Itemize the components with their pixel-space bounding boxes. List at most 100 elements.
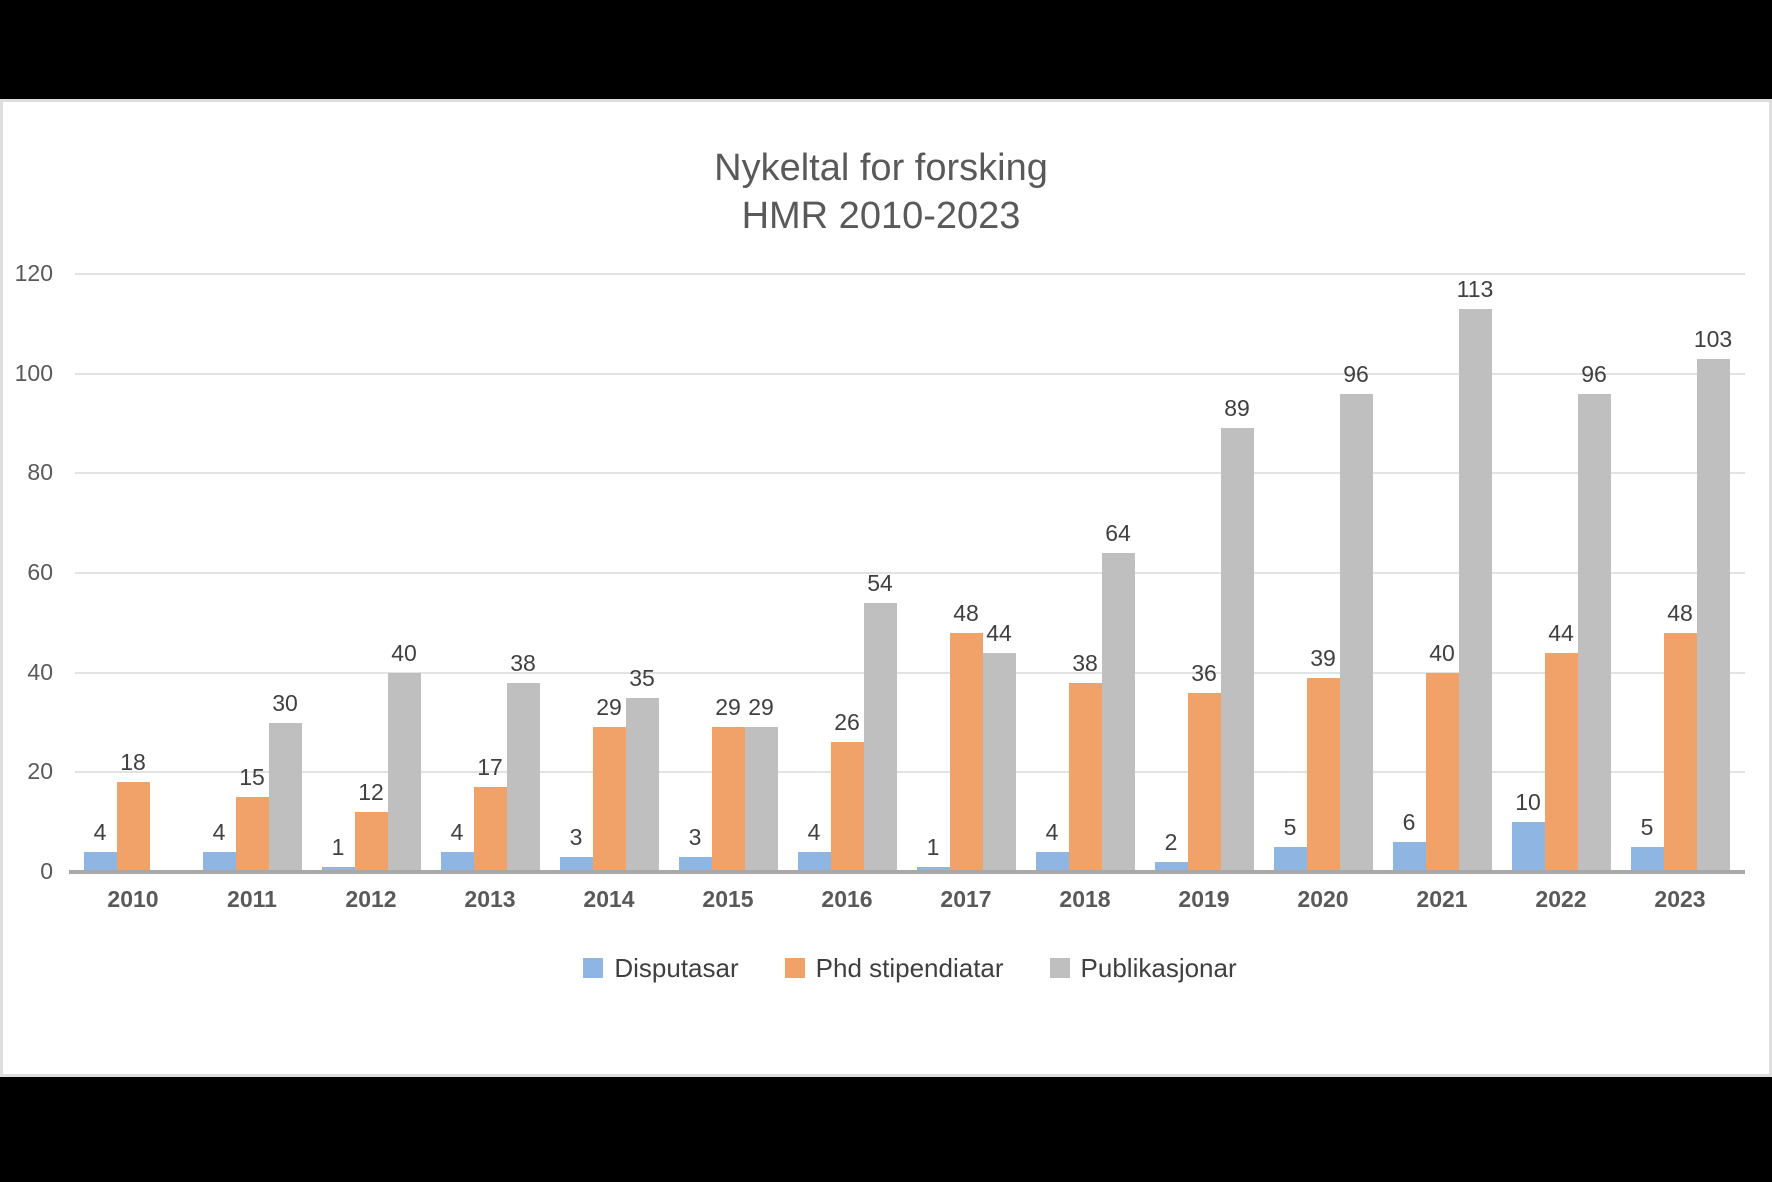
bar-phd-stipendiatar-2012 <box>354 812 388 872</box>
bar-publikasjonar-2016 <box>863 602 897 872</box>
legend-marker-icon <box>784 958 805 978</box>
value-label-phd-stipendiatar-2010: 18 <box>120 749 146 776</box>
value-label-disputasar-2021: 6 <box>1402 809 1416 836</box>
legend-marker-icon <box>1049 958 1070 978</box>
y-tick-20: 20 <box>27 758 53 785</box>
value-label-disputasar-2022: 10 <box>1515 789 1541 816</box>
bar-publikasjonar-2018 <box>1101 553 1135 872</box>
bar-disputasar-2010 <box>83 852 117 872</box>
value-label-phd-stipendiatar-2018: 38 <box>1072 649 1098 676</box>
bar-publikasjonar-2012 <box>387 672 421 872</box>
gridline-80 <box>75 472 1745 475</box>
value-label-publikasjonar-2011: 30 <box>272 689 298 716</box>
bar-publikasjonar-2015 <box>744 727 778 872</box>
y-tick-0: 0 <box>40 858 53 884</box>
x-label-2010: 2010 <box>107 886 159 912</box>
bar-disputasar-2016 <box>797 852 831 872</box>
value-label-disputasar-2019: 2 <box>1164 829 1178 856</box>
legend-label: Phd stipendiatar <box>815 952 1004 983</box>
chart-title: Nykeltal for forsking HMR 2010-2023 <box>714 144 1048 240</box>
x-label-2023: 2023 <box>1654 886 1706 912</box>
bar-phd-stipendiatar-2014 <box>592 727 626 872</box>
bar-disputasar-2013 <box>440 852 474 872</box>
x-label-2011: 2011 <box>227 886 277 912</box>
x-label-2012: 2012 <box>345 886 397 912</box>
value-label-publikasjonar-2014: 35 <box>629 664 655 691</box>
bar-phd-stipendiatar-2019 <box>1187 692 1221 872</box>
value-label-publikasjonar-2019: 89 <box>1224 395 1250 422</box>
legend: Disputasar Phd stipendiatar Publikasjonar <box>75 950 1745 986</box>
x-label-2014: 2014 <box>583 886 635 912</box>
x-label-2018: 2018 <box>1059 886 1111 912</box>
value-label-disputasar-2018: 4 <box>1045 819 1059 846</box>
bar-disputasar-2022 <box>1511 822 1545 872</box>
y-tick-100: 100 <box>14 359 53 386</box>
value-label-publikasjonar-2020: 96 <box>1343 360 1369 387</box>
bar-publikasjonar-2019 <box>1220 428 1254 872</box>
legend-item-phd-stipendiatar: Phd stipendiatar <box>784 952 1004 984</box>
bar-publikasjonar-2020 <box>1339 393 1373 872</box>
value-label-disputasar-2014: 3 <box>569 824 583 851</box>
value-label-disputasar-2016: 4 <box>807 819 821 846</box>
x-label-2015: 2015 <box>702 886 754 912</box>
value-label-publikasjonar-2017: 44 <box>986 619 1012 646</box>
y-tick-120: 120 <box>14 260 53 286</box>
value-label-phd-stipendiatar-2021: 40 <box>1429 639 1455 666</box>
bar-disputasar-2020 <box>1273 847 1307 872</box>
bar-phd-stipendiatar-2013 <box>473 787 507 872</box>
x-label-2022: 2022 <box>1535 886 1587 912</box>
value-label-disputasar-2011: 4 <box>212 819 226 846</box>
value-label-phd-stipendiatar-2023: 48 <box>1667 599 1693 626</box>
value-label-disputasar-2020: 5 <box>1283 814 1297 841</box>
value-label-phd-stipendiatar-2013: 17 <box>477 754 503 781</box>
chart-title-line2: HMR 2010-2023 <box>741 195 1021 237</box>
value-label-disputasar-2013: 4 <box>450 819 464 846</box>
bar-disputasar-2019 <box>1154 862 1188 872</box>
bar-disputasar-2017 <box>916 867 950 872</box>
bar-disputasar-2023 <box>1630 847 1664 872</box>
gridline-20 <box>75 771 1745 774</box>
bar-disputasar-2018 <box>1035 852 1069 872</box>
value-label-publikasjonar-2018: 64 <box>1105 520 1131 547</box>
x-axis-line <box>69 870 1745 874</box>
value-label-phd-stipendiatar-2011: 15 <box>239 764 265 791</box>
bar-publikasjonar-2021 <box>1458 308 1492 872</box>
bar-phd-stipendiatar-2022 <box>1544 652 1578 872</box>
gridline-40 <box>75 671 1745 674</box>
bar-disputasar-2021 <box>1392 842 1426 872</box>
gridline-120 <box>75 273 1745 275</box>
value-label-publikasjonar-2016: 54 <box>867 569 893 596</box>
bar-phd-stipendiatar-2015 <box>711 727 745 872</box>
legend-label: Disputasar <box>614 952 739 983</box>
gridline-60 <box>75 572 1745 574</box>
bar-publikasjonar-2013 <box>506 682 540 872</box>
value-label-disputasar-2012: 1 <box>331 834 345 861</box>
x-label-2013: 2013 <box>464 886 516 912</box>
bar-publikasjonar-2023 <box>1696 358 1730 872</box>
value-label-disputasar-2017: 1 <box>926 834 940 861</box>
bar-disputasar-2015 <box>678 857 712 872</box>
legend-item-publikasjonar: Publikasjonar <box>1049 952 1237 984</box>
bar-disputasar-2014 <box>559 857 593 872</box>
bar-phd-stipendiatar-2011 <box>235 797 269 872</box>
value-label-phd-stipendiatar-2020: 39 <box>1310 644 1336 671</box>
value-label-publikasjonar-2023: 103 <box>1693 325 1733 352</box>
legend-label: Publikasjonar <box>1080 952 1237 983</box>
y-tick-80: 80 <box>27 459 53 486</box>
value-label-phd-stipendiatar-2012: 12 <box>358 779 384 806</box>
x-label-2017: 2017 <box>940 886 992 912</box>
bar-publikasjonar-2011 <box>268 722 302 872</box>
bar-phd-stipendiatar-2017 <box>949 632 983 872</box>
value-label-disputasar-2023: 5 <box>1640 814 1654 841</box>
bar-phd-stipendiatar-2018 <box>1068 682 1102 872</box>
value-label-phd-stipendiatar-2015: 29 <box>715 694 741 721</box>
bar-phd-stipendiatar-2010 <box>116 782 150 872</box>
bar-publikasjonar-2017 <box>982 652 1016 872</box>
bar-phd-stipendiatar-2021 <box>1425 672 1459 872</box>
value-label-disputasar-2015: 3 <box>688 824 702 851</box>
value-label-publikasjonar-2012: 40 <box>391 639 417 666</box>
legend-item-disputasar: Disputasar <box>583 952 739 984</box>
x-label-2019: 2019 <box>1178 886 1230 912</box>
y-tick-40: 40 <box>27 658 53 685</box>
